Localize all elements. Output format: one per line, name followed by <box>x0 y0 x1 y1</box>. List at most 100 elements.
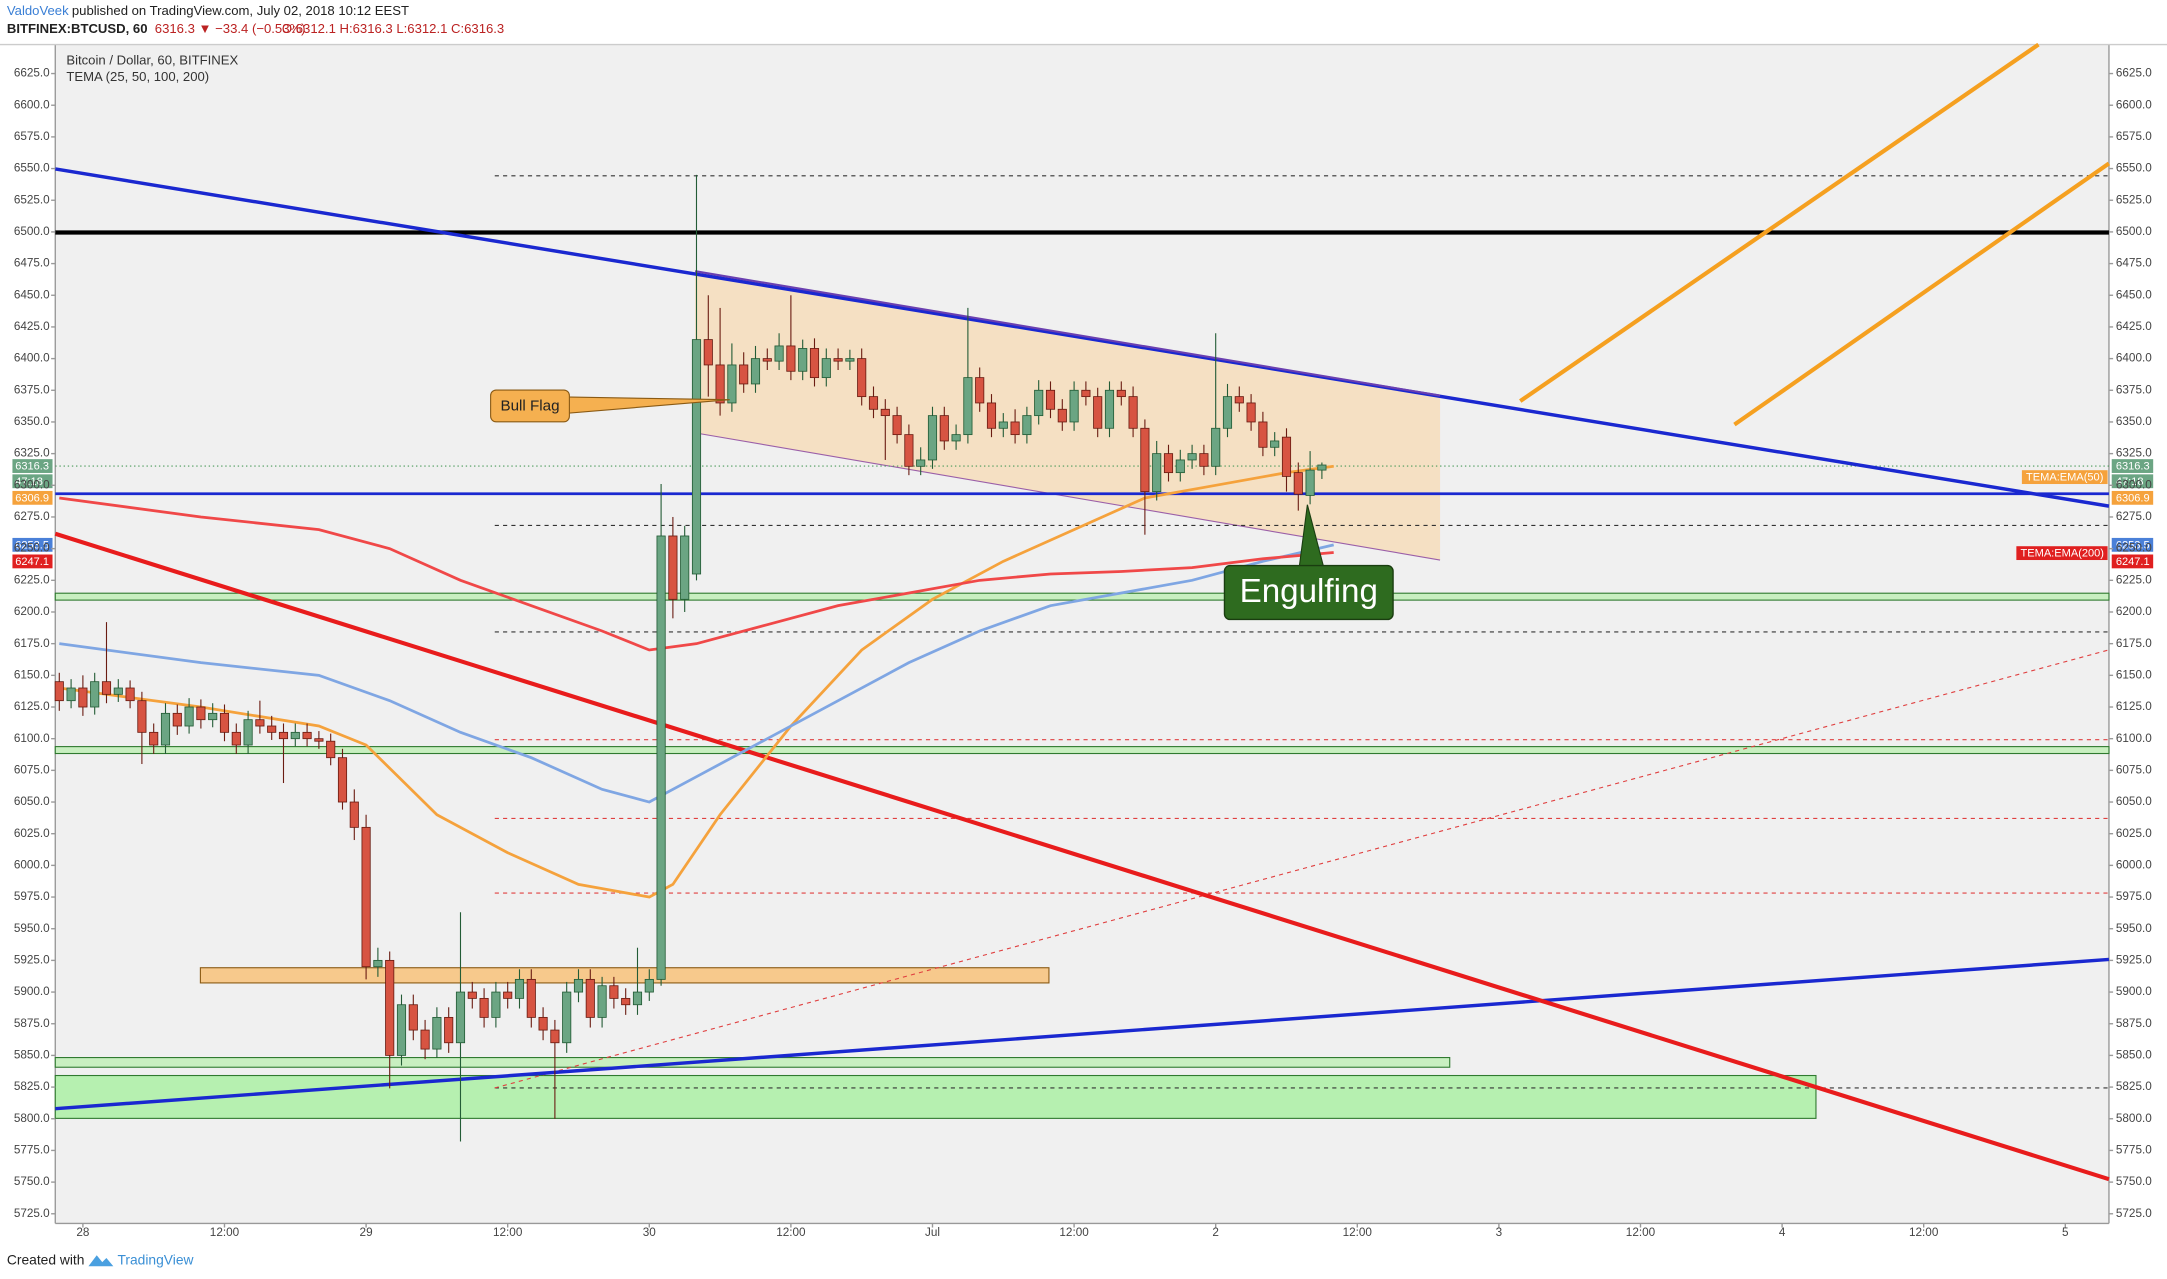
x-tick-label: 28 <box>76 1226 90 1239</box>
symbol: BITFINEX:BTCUSD, 60 <box>7 21 148 36</box>
badge-bg <box>12 537 53 552</box>
y-tick-label: 6500.0 <box>2116 225 2152 238</box>
candle-body <box>1305 469 1315 496</box>
candle-body <box>113 687 123 695</box>
support-band <box>54 746 2110 755</box>
x-tick-label: 12:00 <box>1343 1226 1373 1239</box>
change: 6316.3 ▼ −33.4 (−0.53%) <box>155 21 306 36</box>
candle-body <box>562 991 572 1044</box>
candle-body <box>1163 453 1174 474</box>
candle-body <box>373 959 383 968</box>
candle-body <box>1293 472 1303 495</box>
candle-body <box>137 700 147 733</box>
y-tick-label: 6100.0 <box>14 732 50 745</box>
candle-body <box>1116 389 1126 398</box>
y-tick-label: 6200.0 <box>2116 605 2152 618</box>
y-tick-label: 5850.0 <box>2116 1049 2152 1062</box>
y-tick-label: 6275.0 <box>14 510 50 523</box>
callout-text: Engulfing <box>1240 573 1378 610</box>
y-tick-label: 6600.0 <box>14 98 50 111</box>
y-tick-label: 6125.0 <box>2116 700 2152 713</box>
badge-bg <box>12 554 53 569</box>
y-tick-label: 6325.0 <box>2116 447 2152 460</box>
candle-body <box>573 978 584 993</box>
y-tick-label: 5975.0 <box>2116 890 2152 903</box>
published: published on TradingView.com, July 02, 2… <box>72 3 409 18</box>
footer-brand[interactable]: TradingView <box>117 1251 194 1267</box>
candle-body <box>597 985 607 1018</box>
plot-area <box>55 44 2109 1224</box>
candle-body <box>691 339 702 575</box>
candle-body <box>1222 396 1233 429</box>
candle-body <box>66 687 76 702</box>
x-tick-label: 4 <box>1779 1226 1786 1239</box>
legend-entry: TEMA:EMA(200) <box>2021 548 2104 560</box>
x-tick-label: 3 <box>1496 1226 1503 1239</box>
author[interactable]: ValdoVeek <box>7 3 69 18</box>
candle-body <box>1045 389 1056 410</box>
candle-body <box>444 1016 454 1044</box>
candle-body <box>514 978 525 999</box>
candle-body <box>172 712 182 727</box>
x-tick-label: 12:00 <box>776 1226 806 1239</box>
candle-body <box>1281 436 1292 477</box>
candle-body <box>326 740 336 759</box>
y-tick-label: 5775.0 <box>14 1144 50 1157</box>
candle-body <box>550 1029 560 1044</box>
y-tick-label: 6450.0 <box>14 288 50 301</box>
candle-body <box>1057 408 1067 423</box>
y-tick-label: 6150.0 <box>14 668 50 681</box>
candle-body <box>314 738 324 742</box>
candle-body <box>78 687 88 708</box>
legend-bg <box>2016 546 2108 561</box>
candle-body <box>1211 427 1221 467</box>
demand-zone <box>54 1074 1817 1119</box>
badge: 6306.9 <box>2116 492 2150 504</box>
candle-body <box>1034 389 1044 417</box>
resistance-zone <box>199 967 1050 984</box>
y-tick-label: 6450.0 <box>2116 288 2152 301</box>
candle-body <box>290 731 300 740</box>
candle-body <box>668 535 678 600</box>
y-tick-label: 6075.0 <box>2116 763 2152 776</box>
y-tick-label: 6000.0 <box>14 858 50 871</box>
candle-body <box>1175 459 1185 474</box>
y-tick-label: 5725.0 <box>14 1207 50 1220</box>
x-tick-label: 30 <box>643 1226 657 1239</box>
y-tick-label: 6350.0 <box>2116 415 2152 428</box>
badge-bg <box>2111 459 2154 473</box>
candle-body <box>420 1029 430 1050</box>
candle-body <box>432 1016 442 1050</box>
channel-line <box>1519 42 2040 403</box>
candle-body <box>503 991 513 999</box>
y-tick-label: 6425.0 <box>14 320 50 333</box>
legend-entry: TEMA:EMA(50) <box>2026 472 2103 484</box>
candle-body <box>632 991 643 1006</box>
candle-body <box>278 731 289 740</box>
badge-bg <box>12 474 53 489</box>
candle-body <box>609 985 619 999</box>
y-tick-label: 5950.0 <box>14 922 50 935</box>
y-tick-label: 6225.0 <box>2116 573 2152 586</box>
candle-body <box>1069 389 1079 423</box>
y-tick-label: 6575.0 <box>14 130 50 143</box>
y-tick-label: 6475.0 <box>2116 257 2152 270</box>
x-tick-label: 12:00 <box>1626 1226 1656 1239</box>
y-tick-label: 6300.0 <box>2116 478 2152 491</box>
candle-body <box>1270 440 1280 448</box>
y-tick-label: 6150.0 <box>2116 668 2152 681</box>
candle-body <box>1246 402 1256 423</box>
candle-body <box>703 339 713 366</box>
y-tick-label: 6625.0 <box>2116 67 2152 80</box>
y-tick-label: 6525.0 <box>14 193 50 206</box>
candle-body <box>939 415 949 442</box>
candle-body <box>892 415 902 436</box>
candle-body <box>833 358 843 362</box>
trend-line <box>55 957 2110 1111</box>
candle-body <box>1152 453 1162 493</box>
candle-body <box>739 364 749 385</box>
candle-body <box>727 364 737 404</box>
x-tick-label: 12:00 <box>1059 1226 1089 1239</box>
y-tick-label: 6275.0 <box>2116 510 2152 523</box>
y-tick-label: 6375.0 <box>14 383 50 396</box>
